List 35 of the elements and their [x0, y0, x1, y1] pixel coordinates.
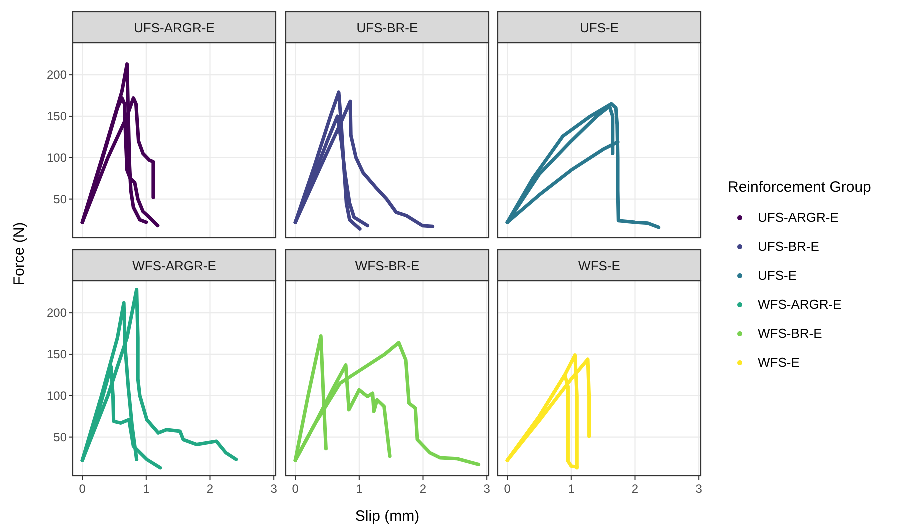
chart-title: UFS-BR-E [356, 20, 419, 36]
chart-title: WFS-ARGR-E [132, 258, 217, 274]
legend-title: Reinforcement Group [728, 179, 872, 196]
x-tick-label: 3 [484, 482, 491, 496]
x-tick-label: 2 [632, 482, 639, 496]
x-tick-label: 3 [270, 482, 278, 496]
x-tick-label: 1 [356, 482, 364, 496]
x-tick-label: 2 [420, 482, 427, 496]
y-tick-label: 150 [46, 347, 68, 362]
y-tick-label: 100 [46, 150, 68, 165]
x-tick-label: 0 [292, 482, 300, 496]
y-tick-label: 100 [46, 388, 68, 403]
chart-title: UFS-ARGR-E [134, 20, 216, 36]
y-tick-label: 50 [54, 192, 68, 206]
y-tick-label: 200 [46, 306, 68, 320]
x-tick-label: 0 [79, 482, 86, 496]
chart-title: UFS-E [580, 20, 620, 36]
x-axis-title: Slip (mm) [355, 508, 420, 525]
legend-label: UFS-E [758, 268, 798, 283]
x-tick-label: 3 [696, 482, 703, 496]
x-tick-label: 1 [568, 482, 576, 496]
legend-label: UFS-ARGR-E [758, 210, 840, 225]
x-tick-label: 1 [143, 482, 150, 496]
legend-label: WFS-E [758, 355, 800, 370]
legend-label: WFS-BR-E [758, 326, 823, 341]
legend-label: WFS-ARGR-E [758, 297, 842, 312]
legend-label: UFS-BR-E [758, 239, 820, 254]
y-axis-title: Force (N) [11, 222, 28, 286]
y-tick-label: 50 [54, 430, 68, 444]
y-tick-label: 150 [46, 109, 68, 124]
y-tick-label: 200 [46, 68, 68, 82]
chart-title: WFS-E [578, 258, 621, 274]
x-tick-label: 2 [206, 482, 214, 496]
x-tick-label: 0 [504, 482, 512, 496]
chart-title: WFS-BR-E [355, 258, 420, 274]
